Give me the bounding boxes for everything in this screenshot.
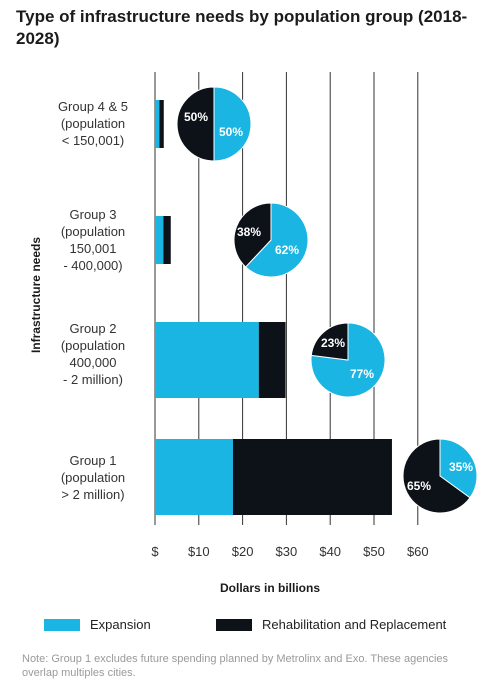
pie-label-rehab-3: 65% xyxy=(407,479,431,493)
chart-canvas: $ $10 $20 $30 $40 $50 $60 50% 50% 62% 38% 77% 23% 35%… xyxy=(151,72,478,559)
pie-slice-rehab-2 xyxy=(310,322,349,361)
category-label-0: Group 4 & 5 (population < 150,001) xyxy=(38,98,148,149)
legend-swatch-expansion xyxy=(44,618,80,631)
pie-label-rehab-2: 23% xyxy=(321,336,345,350)
pie-slice-rehab-0 xyxy=(176,86,215,162)
legend-label-expansion: Expansion xyxy=(90,617,151,632)
pie-label-expansion-3: 35% xyxy=(449,460,473,474)
bar-expansion-2 xyxy=(155,322,259,398)
bar-expansion-3 xyxy=(155,439,233,515)
bar-rehab-0 xyxy=(159,100,164,148)
category-label-line: Group 2 xyxy=(69,321,117,336)
category-label-line: (population xyxy=(60,116,126,131)
x-tick-label-20: $20 xyxy=(232,544,254,559)
category-label-line: - 2 million) xyxy=(63,372,123,387)
x-axis-label: Dollars in billions xyxy=(219,581,320,595)
pie-label-expansion-1: 62% xyxy=(275,243,299,257)
category-label-line: 400,000 xyxy=(69,355,117,370)
chart-title: Type of infrastructure needs by populati… xyxy=(16,7,468,48)
category-label-line: (population xyxy=(60,338,126,353)
x-tick-label-60: $60 xyxy=(407,544,429,559)
category-label-line: Group 3 xyxy=(69,207,117,222)
pie-slice-rehab-1 xyxy=(233,202,272,268)
x-tick-label-30: $30 xyxy=(276,544,298,559)
category-label-line: > 2 million) xyxy=(61,487,125,502)
bar-rehab-1 xyxy=(163,216,171,264)
x-tick-label-10: $10 xyxy=(188,544,210,559)
legend-item-expansion: Expansion xyxy=(44,617,151,632)
bar-rehab-3 xyxy=(232,439,392,515)
bar-rehab-2 xyxy=(258,322,286,398)
pie-label-rehab-1: 38% xyxy=(237,225,261,239)
category-label-2: Group 2 (population 400,000 - 2 million) xyxy=(38,320,148,388)
footnote: Note: Group 1 excludes future spending p… xyxy=(22,653,449,679)
category-label-line: 150,001 xyxy=(69,241,117,256)
pie-slice-rehab-3 xyxy=(402,438,471,514)
bar-expansion-0 xyxy=(155,100,160,148)
legend-label-rehab: Rehabilitation and Replacement xyxy=(262,617,447,632)
pie-slice-expansion-1 xyxy=(244,202,309,278)
category-label-1: Group 3 (population 150,001 - 400,000) xyxy=(38,206,148,274)
pie-label-expansion-0: 50% xyxy=(219,125,243,139)
bar-expansion-1 xyxy=(155,216,164,264)
category-label-line: - 400,000) xyxy=(63,258,123,273)
x-tick-label-50: $50 xyxy=(363,544,385,559)
category-label-3: Group 1 (population > 2 million) xyxy=(38,452,148,503)
x-tick-label-0: $ xyxy=(151,544,159,559)
category-label-line: (population xyxy=(60,224,126,239)
legend-item-rehab: Rehabilitation and Replacement xyxy=(216,617,446,632)
category-label-line: (population xyxy=(60,470,126,485)
pie-slice-expansion-2 xyxy=(310,322,386,398)
pie-slice-expansion-0 xyxy=(213,86,252,162)
pie-label-expansion-2: 77% xyxy=(350,367,374,381)
pie-slice-expansion-3 xyxy=(439,438,478,499)
category-label-line: Group 4 & 5 xyxy=(57,99,129,114)
x-tick-label-40: $40 xyxy=(319,544,341,559)
category-label-line: Group 1 xyxy=(69,453,117,468)
legend-swatch-rehab xyxy=(216,618,252,631)
pie-label-rehab-0: 50% xyxy=(184,110,208,124)
category-label-line: < 150,001) xyxy=(61,133,125,148)
